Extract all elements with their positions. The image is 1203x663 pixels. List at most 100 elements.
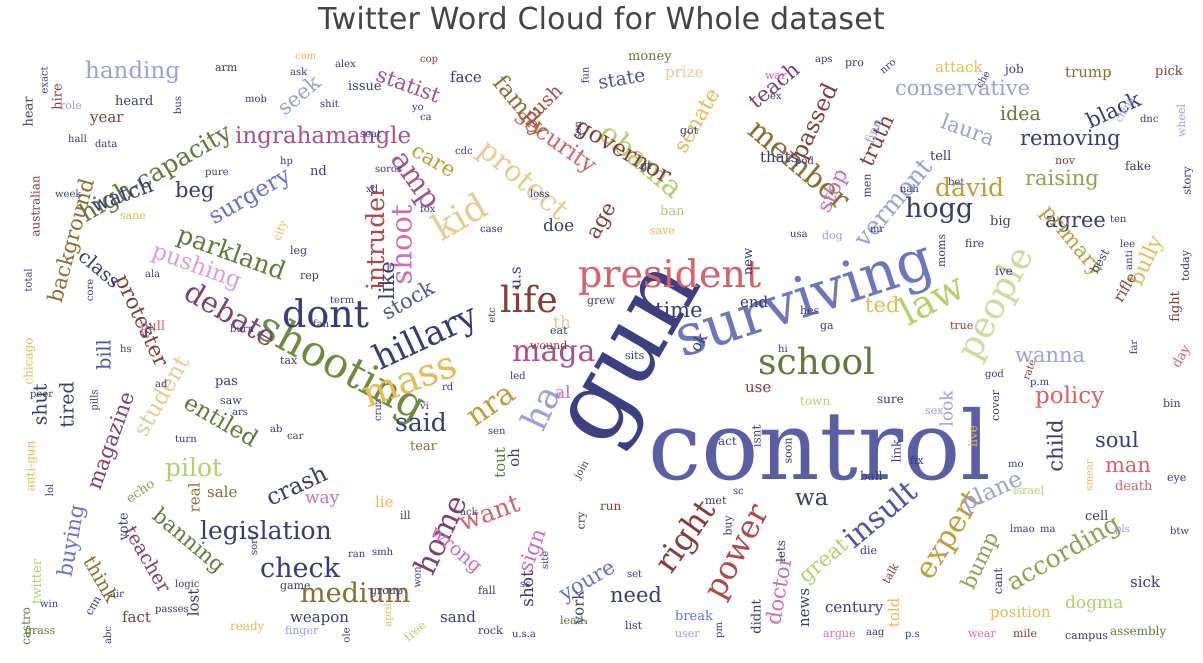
word-loss: loss: [530, 189, 550, 200]
word-cloud: gun control surviving shooting president dont…: [0, 50, 1203, 663]
word-pull: pull: [140, 319, 166, 334]
word-australian: australian: [28, 175, 43, 237]
word-tired: tired: [56, 381, 79, 428]
word-wear: wear: [968, 627, 996, 640]
word-saw: saw: [220, 394, 242, 407]
word-cruz: cruz: [373, 398, 385, 422]
word-rock: rock: [478, 624, 503, 637]
word-age: age: [580, 197, 621, 243]
word-lie: lie: [375, 493, 394, 511]
word-ted: ted: [865, 293, 900, 317]
word-vi: vi: [420, 401, 429, 412]
word-hs: hs: [120, 344, 132, 355]
word-sick: sick: [1130, 573, 1160, 591]
word-tear: tear: [410, 439, 437, 454]
word-teach: teach: [743, 57, 805, 114]
word-class: class: [73, 245, 125, 293]
word-president: president: [578, 252, 762, 296]
word-cant: cant: [991, 567, 1006, 595]
word-core: core: [85, 278, 97, 302]
word-case: case: [480, 224, 503, 235]
word-assembly: assembly: [1110, 624, 1167, 638]
word-end: end: [740, 293, 769, 311]
word-ingrahamangle: ingrahamangle: [235, 123, 412, 149]
word-true: true: [950, 319, 974, 332]
word-fight: fight: [1167, 291, 1183, 322]
word-told: told: [885, 597, 904, 628]
word-list: list: [625, 619, 643, 632]
word-wound: wound: [530, 339, 568, 352]
word-time: time: [655, 298, 703, 322]
word-act: act: [718, 434, 737, 448]
word-issue: issue: [348, 79, 382, 94]
word-finger: finger: [285, 624, 319, 637]
word-child: child: [1043, 419, 1068, 472]
word-run: run: [600, 499, 622, 513]
word-hes: hes: [800, 304, 820, 317]
word-fact: fact: [122, 608, 151, 626]
word-said: said: [395, 408, 447, 437]
word-rep: rep: [300, 269, 319, 282]
word-moms: moms: [935, 233, 949, 268]
word-ss: ss: [520, 579, 531, 590]
word-week: week: [55, 189, 82, 200]
word-ball: ball: [860, 469, 883, 483]
word-life: life: [500, 280, 558, 321]
word-today: today: [1178, 250, 1192, 281]
word-site: site: [540, 550, 552, 570]
word-ma: ma: [1040, 524, 1056, 535]
word-check: check: [260, 553, 340, 584]
word-bet: bet: [948, 177, 965, 188]
word-legislation: legislation: [200, 516, 332, 545]
word-wanna: wanna: [1015, 343, 1086, 367]
word-fall: fall: [478, 584, 496, 597]
word-nro: nro: [878, 56, 899, 77]
word-die: die: [860, 544, 878, 557]
word-arm: arm: [215, 61, 238, 74]
word-ex: ex: [770, 91, 782, 102]
word-david: david: [935, 173, 1005, 202]
word-break: break: [675, 609, 713, 624]
word-ad: ad: [155, 379, 168, 390]
word-smear: smear: [1084, 459, 1096, 491]
word-set: set: [627, 569, 643, 580]
word-son: son: [572, 121, 584, 139]
word-free: free: [401, 617, 430, 645]
word-need: need: [610, 583, 662, 607]
word-school: school: [758, 342, 875, 383]
word-link: link: [889, 439, 904, 463]
word-smh: smh: [372, 547, 394, 558]
word-bus: bus: [172, 96, 184, 114]
word-new: new: [741, 247, 757, 276]
word-sits: sits: [625, 349, 645, 362]
word-u-s: u.s: [506, 266, 525, 289]
word-yo: yo: [412, 102, 424, 113]
word-laura: laura: [937, 109, 998, 151]
word-fire: fire: [965, 237, 985, 250]
word-game: game: [280, 579, 311, 592]
word-bill: bill: [93, 339, 116, 370]
word-sand: sand: [440, 608, 476, 626]
word-mile: mile: [1013, 627, 1037, 640]
word-met: met: [705, 494, 727, 507]
word-eye: eye: [1167, 471, 1187, 484]
word-aag: aag: [866, 627, 885, 638]
word-cell: cell: [1085, 509, 1109, 524]
word-maga: maga: [512, 334, 596, 369]
word-pilot: pilot: [165, 453, 223, 482]
word-ill: ill: [400, 509, 411, 522]
word-dont: dont: [282, 292, 369, 336]
word-lee: lee: [1120, 239, 1136, 250]
word-shit: shit: [320, 99, 339, 110]
word-hp: hp: [280, 156, 293, 167]
word-ack: ack: [460, 507, 478, 518]
word-pick: pick: [1155, 64, 1183, 79]
word-pas: pas: [215, 374, 238, 389]
word-nov: nov: [1055, 154, 1075, 167]
word-agree: agree: [1045, 208, 1106, 232]
word-chicago: chicago: [21, 337, 36, 385]
word-nah: nah: [900, 184, 919, 195]
word-aps: aps: [815, 54, 833, 65]
word-ab: ab: [270, 424, 283, 435]
word-car: car: [287, 431, 304, 442]
